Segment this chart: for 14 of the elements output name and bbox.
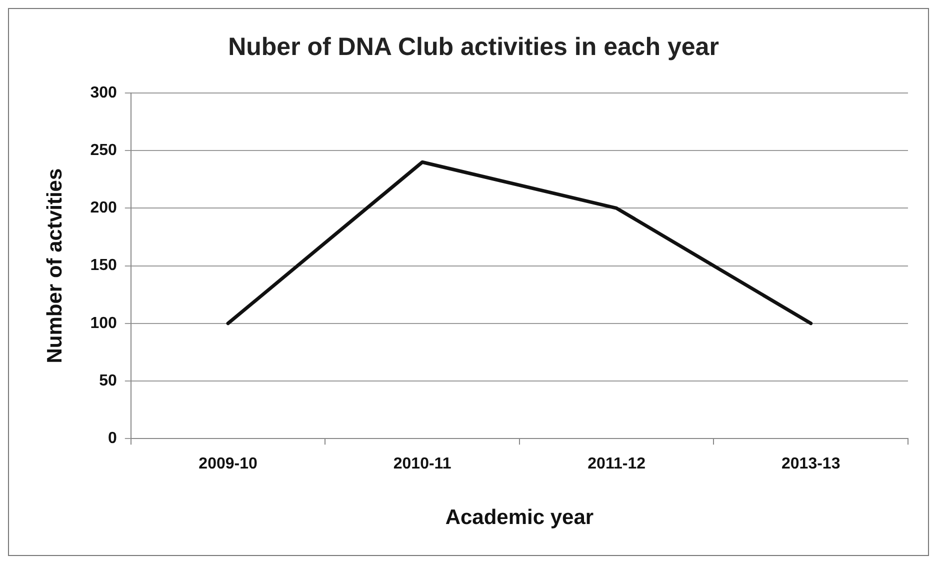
y-tick-label: 100 (90, 314, 117, 332)
y-tick-label: 150 (90, 257, 117, 274)
y-tick-label: 200 (90, 200, 117, 217)
x-tick-label: 2013-13 (782, 456, 840, 473)
y-tick-label: 250 (90, 142, 117, 160)
x-tick-label: 2009-10 (198, 456, 258, 473)
x-tick-label: 2011-12 (588, 456, 646, 473)
chart-title: Nuber of DNA Club activities in each year (228, 32, 720, 61)
y-axis-title: Number of actvities (43, 168, 66, 364)
x-axis-title: Academic year (445, 506, 594, 530)
y-tick-label: 0 (108, 430, 117, 448)
y-tick-label: 50 (99, 372, 117, 390)
y-tick-label: 300 (90, 84, 117, 102)
x-tick-label: 2010-11 (393, 456, 452, 473)
